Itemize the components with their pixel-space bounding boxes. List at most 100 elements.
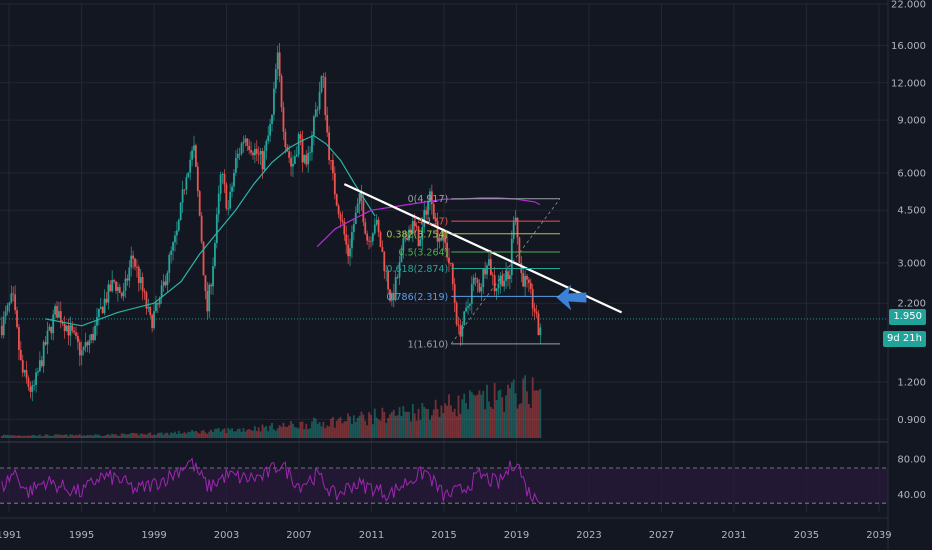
candle-body xyxy=(164,281,167,286)
volume-bar xyxy=(318,422,321,438)
volume-bar xyxy=(67,436,70,438)
candle-body xyxy=(478,283,481,292)
candle-body xyxy=(200,215,203,242)
volume-bar xyxy=(0,435,3,438)
candle-body xyxy=(480,287,483,292)
candle-body xyxy=(352,224,355,233)
candle-body xyxy=(419,239,422,247)
volume-bar xyxy=(162,434,165,438)
volume-bar xyxy=(278,425,281,438)
volume-bar xyxy=(202,429,205,438)
volume-bar xyxy=(522,378,525,438)
volume-bar xyxy=(164,432,167,438)
volume-bar xyxy=(92,435,95,438)
volume-bar xyxy=(151,435,154,438)
candle-body xyxy=(0,325,3,336)
candle-body xyxy=(413,221,416,227)
volume-bar xyxy=(37,435,39,438)
candle-body xyxy=(387,270,389,290)
candle-body xyxy=(514,217,517,222)
volume-bar xyxy=(404,411,407,438)
volume-bar xyxy=(65,434,68,438)
volume-bar xyxy=(130,432,133,438)
candle-body xyxy=(495,288,498,292)
volume-bar xyxy=(501,397,504,438)
volume-bar xyxy=(236,429,239,438)
candle-body xyxy=(63,323,66,332)
volume-bar xyxy=(71,434,74,438)
candle-body xyxy=(233,172,235,187)
candle-body xyxy=(253,148,256,156)
volume-bar xyxy=(115,434,117,438)
candle-body xyxy=(332,160,334,174)
volume-bar xyxy=(459,413,462,438)
candle-body xyxy=(522,273,525,287)
volume-bar xyxy=(156,433,159,438)
candle-body xyxy=(406,237,409,241)
volume-bar xyxy=(351,423,353,438)
volume-bar xyxy=(229,429,232,438)
candle-body xyxy=(4,311,7,317)
fib-level-label: 1(1.610) xyxy=(408,339,449,350)
rsi-panel xyxy=(0,457,888,504)
candle-body xyxy=(18,327,20,350)
candle-body xyxy=(459,325,462,337)
rsi-tick-label: 40.00 xyxy=(897,490,926,501)
volume-bar xyxy=(168,434,171,438)
volume-bar xyxy=(373,408,376,438)
volume-bar xyxy=(360,411,363,438)
candle-body xyxy=(271,114,273,124)
candle-body xyxy=(84,342,87,348)
volume-bar xyxy=(109,435,112,438)
volume-bar xyxy=(198,433,201,438)
volume-bar xyxy=(419,420,422,438)
candle-body xyxy=(516,217,519,238)
volume-bar xyxy=(179,433,182,438)
candle-body xyxy=(472,277,475,285)
volume-bar xyxy=(200,430,203,438)
volume-bar xyxy=(423,407,426,438)
volume-bar xyxy=(429,419,431,438)
volume-bar xyxy=(219,431,222,438)
volume-bar xyxy=(343,421,346,438)
candle-body xyxy=(242,142,245,144)
volume-bar xyxy=(246,429,249,438)
volume-bar xyxy=(305,423,308,438)
candle-body xyxy=(358,193,361,204)
volume-bar xyxy=(312,417,315,438)
rsi-tick-label: 80.00 xyxy=(897,455,926,466)
volume-bar xyxy=(189,432,192,438)
candle-body xyxy=(314,109,317,117)
candle-body xyxy=(143,290,146,293)
price-tick-label: 12.000 xyxy=(891,78,926,89)
candle-body xyxy=(128,267,131,281)
candle-body xyxy=(238,153,241,155)
volume-bar xyxy=(273,429,275,438)
volume-bar xyxy=(408,411,410,438)
candle-body xyxy=(206,291,209,312)
volume-bar xyxy=(508,388,511,438)
volume-bar xyxy=(282,422,285,438)
volume-bar xyxy=(187,431,190,438)
fibonacci-retracement[interactable]: 0(4.917) (4.137)0.382(3.754) 0.5(3.264) 0.6… xyxy=(386,194,561,350)
candle-body xyxy=(488,259,490,266)
volume-bar xyxy=(402,406,405,438)
candle-body xyxy=(467,305,469,308)
volume-bar xyxy=(489,406,492,438)
volume-bar xyxy=(368,411,370,438)
candle-body xyxy=(394,277,397,301)
candle-body xyxy=(240,143,243,154)
volume-bar xyxy=(307,429,310,438)
candle-body xyxy=(370,240,372,242)
volume-bar xyxy=(390,411,393,438)
candle-body xyxy=(86,342,89,346)
candle-body xyxy=(404,237,407,239)
volume-bar xyxy=(411,403,414,438)
volume-bar xyxy=(430,415,433,438)
volume-bar xyxy=(442,412,445,438)
candle-body xyxy=(16,310,18,328)
volume-bar xyxy=(158,432,161,438)
volume-bar xyxy=(335,420,338,438)
candle-body xyxy=(484,269,487,275)
